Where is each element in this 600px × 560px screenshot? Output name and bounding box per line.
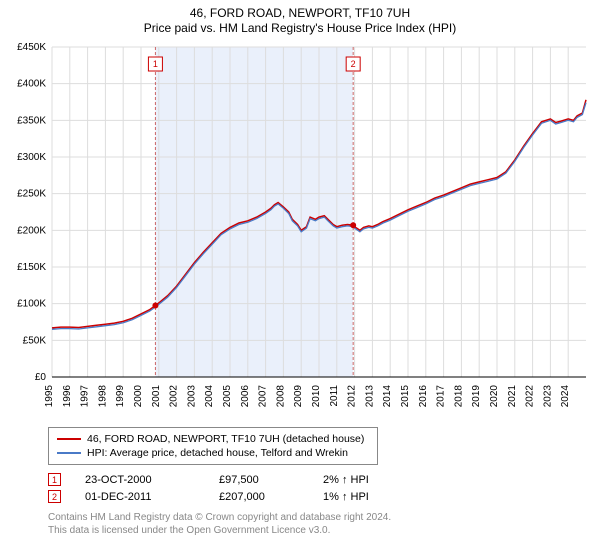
svg-text:2021: 2021: [507, 385, 518, 408]
sale-marker-icon: 1: [48, 473, 61, 486]
svg-text:1: 1: [153, 59, 158, 69]
svg-text:2004: 2004: [204, 385, 215, 408]
svg-text:£200K: £200K: [17, 225, 46, 236]
sale-hpi: 2% ↑ HPI: [323, 474, 403, 486]
svg-text:£150K: £150K: [17, 262, 46, 273]
svg-text:2005: 2005: [222, 385, 233, 408]
svg-text:£50K: £50K: [23, 335, 47, 346]
svg-text:1995: 1995: [44, 385, 55, 408]
svg-text:2001: 2001: [151, 385, 162, 408]
svg-text:£250K: £250K: [17, 189, 46, 200]
svg-text:2024: 2024: [560, 385, 571, 408]
svg-text:£350K: £350K: [17, 115, 46, 126]
svg-text:1997: 1997: [80, 385, 91, 408]
svg-text:2017: 2017: [436, 385, 447, 408]
svg-text:£100K: £100K: [17, 299, 46, 310]
legend: 46, FORD ROAD, NEWPORT, TF10 7UH (detach…: [48, 427, 378, 465]
svg-text:2: 2: [351, 59, 356, 69]
svg-text:2023: 2023: [542, 385, 553, 408]
sale-date: 01-DEC-2011: [85, 491, 195, 503]
svg-text:2003: 2003: [186, 385, 197, 408]
svg-text:2000: 2000: [133, 385, 144, 408]
sale-price: £97,500: [219, 474, 299, 486]
svg-text:2018: 2018: [453, 385, 464, 408]
svg-text:2013: 2013: [364, 385, 375, 408]
legend-label: 46, FORD ROAD, NEWPORT, TF10 7UH (detach…: [87, 433, 364, 445]
sale-row: 1 23-OCT-2000 £97,500 2% ↑ HPI: [48, 471, 592, 488]
svg-text:2015: 2015: [400, 385, 411, 408]
svg-text:£450K: £450K: [17, 42, 46, 53]
svg-text:2022: 2022: [525, 385, 536, 408]
sale-hpi: 1% ↑ HPI: [323, 491, 403, 503]
svg-text:£0: £0: [35, 372, 47, 383]
sales-table: 1 23-OCT-2000 £97,500 2% ↑ HPI 2 01-DEC-…: [48, 471, 592, 505]
svg-text:1998: 1998: [97, 385, 108, 408]
legend-item: 46, FORD ROAD, NEWPORT, TF10 7UH (detach…: [57, 432, 369, 446]
chart-subtitle: Price paid vs. HM Land Registry's House …: [8, 21, 592, 35]
svg-text:2010: 2010: [311, 385, 322, 408]
svg-text:2007: 2007: [258, 385, 269, 408]
line-chart: £0 £50K £100K £150K £200K £250K £300K £350K £400…: [8, 41, 592, 421]
svg-text:2020: 2020: [489, 385, 500, 408]
svg-text:£300K: £300K: [17, 152, 46, 163]
sale-price: £207,000: [219, 491, 299, 503]
svg-text:£400K: £400K: [17, 79, 46, 90]
svg-text:2006: 2006: [240, 385, 251, 408]
footer-attribution: Contains HM Land Registry data © Crown c…: [48, 511, 592, 537]
chart-title: 46, FORD ROAD, NEWPORT, TF10 7UH: [8, 6, 592, 20]
legend-label: HPI: Average price, detached house, Telf…: [87, 447, 348, 459]
svg-text:2012: 2012: [347, 385, 358, 408]
footer-line: This data is licensed under the Open Gov…: [48, 524, 592, 537]
sale-date: 23-OCT-2000: [85, 474, 195, 486]
sale-row: 2 01-DEC-2011 £207,000 1% ↑ HPI: [48, 488, 592, 505]
legend-item: HPI: Average price, detached house, Telf…: [57, 446, 369, 460]
footer-line: Contains HM Land Registry data © Crown c…: [48, 511, 592, 524]
svg-text:2019: 2019: [471, 385, 482, 408]
svg-text:2009: 2009: [293, 385, 304, 408]
legend-swatch: [57, 438, 81, 440]
chart-plot-area: £0 £50K £100K £150K £200K £250K £300K £350K £400…: [8, 41, 592, 421]
svg-text:2016: 2016: [418, 385, 429, 408]
sale-marker-icon: 2: [48, 490, 61, 503]
legend-swatch: [57, 452, 81, 454]
svg-text:2014: 2014: [382, 385, 393, 408]
svg-text:2011: 2011: [329, 385, 340, 407]
svg-text:2002: 2002: [169, 385, 180, 408]
chart-container: 46, FORD ROAD, NEWPORT, TF10 7UH Price p…: [0, 0, 600, 560]
svg-text:1999: 1999: [115, 385, 126, 408]
svg-text:2008: 2008: [275, 385, 286, 408]
svg-text:1996: 1996: [62, 385, 73, 408]
